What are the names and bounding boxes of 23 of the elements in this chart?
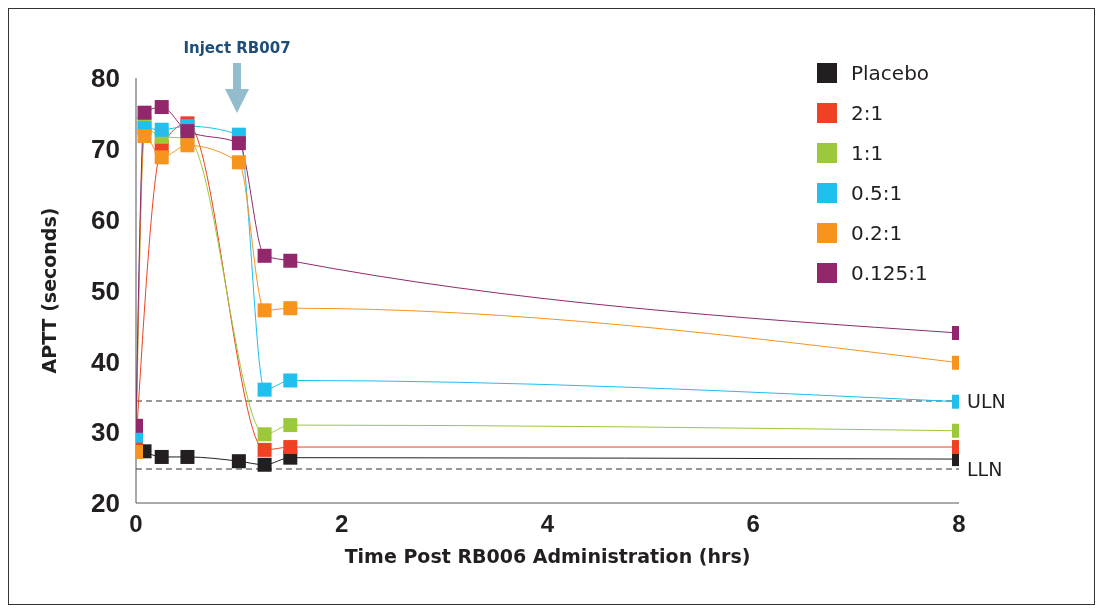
x-tick-label: 6 xyxy=(746,510,760,538)
legend-label: 2:1 xyxy=(851,101,884,125)
y-tick-label: 60 xyxy=(91,204,120,235)
ref-line-label: LLN xyxy=(967,457,1003,480)
y-tick-label: 20 xyxy=(91,488,120,519)
text: Inject RB007 xyxy=(182,39,292,57)
x-tick-label: 4 xyxy=(540,510,555,538)
y-tick-label: 40 xyxy=(91,346,120,377)
y-tick-label: 70 xyxy=(91,134,120,165)
ref-line-label: ULN xyxy=(967,389,1006,412)
y-tick-label: 50 xyxy=(91,275,120,306)
x-tick-label: 2 xyxy=(335,510,349,538)
x-tick-label: 0 xyxy=(129,510,143,538)
x-axis-title: Time Post RB006 Administration (hrs) xyxy=(344,545,751,567)
y-axis-title: APTT (seconds) xyxy=(37,207,60,374)
y-tick-label: 30 xyxy=(91,417,120,448)
legend-label: Placebo xyxy=(851,61,930,85)
y-tick-label: 80 xyxy=(91,63,120,94)
x-tick-label: 8 xyxy=(952,510,966,538)
legend-label: 1:1 xyxy=(851,141,884,165)
legend-label: 0.2:1 xyxy=(851,221,903,245)
legend-label: 0.125:1 xyxy=(851,261,928,285)
legend-label: 0.5:1 xyxy=(851,181,903,205)
